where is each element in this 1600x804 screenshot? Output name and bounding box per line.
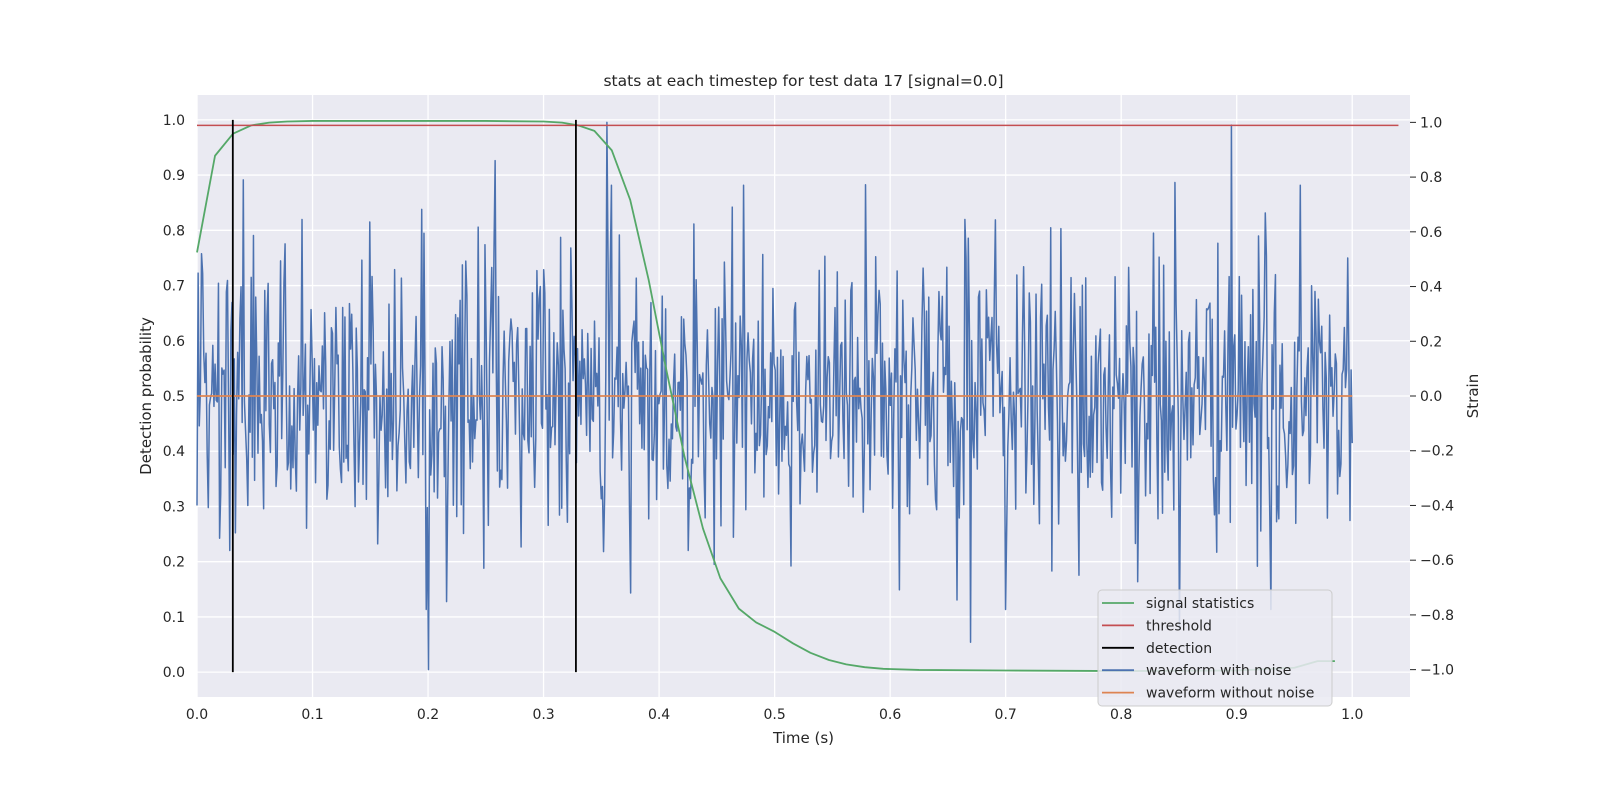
x-tick-label: 0.5 [763,707,785,723]
legend-label: detection [1146,641,1212,657]
legend-box [1097,589,1333,707]
x-tick-label: 0.4 [648,707,670,723]
y-right-tick-label: −0.4 [1420,498,1454,514]
x-tick-label: 0.7 [995,707,1017,723]
series-group [196,119,1399,673]
legend-label: waveform without noise [1146,686,1314,702]
y-left-tick-label: 0.8 [163,223,185,239]
legend: signal statistics threshold detection wavef… [1097,589,1333,707]
y-right-tick-label: 0.8 [1420,170,1442,186]
y-right-tick-label: 0.6 [1420,225,1442,241]
x-tick-label: 0.2 [417,707,439,723]
y-right-tick-label: −0.2 [1420,444,1454,460]
y-right-tick-label: 0.0 [1420,389,1442,405]
axes: 0.0 0.1 0.2 0.3 0.4 0.5 0.6 0.7 0.8 0.9 1.0 0.0 0.1 0… [163,113,1454,723]
y-left-tick-label: 0.2 [163,555,185,571]
series-signal-statistics [196,120,1335,672]
x-tick-label: 0.6 [879,707,901,723]
y-right-tick-label: 0.4 [1420,280,1442,296]
legend-label: waveform with noise [1146,663,1291,679]
y-right-tick-label: −0.8 [1420,608,1454,624]
x-tick-label: 0.3 [532,707,554,723]
y-left-tick-label: 0.1 [163,610,185,626]
chart-title: stats at each timestep for test data 17 … [603,72,1003,90]
y-left-tick-label: 0.4 [163,444,185,460]
y-right-tick-label: 1.0 [1420,115,1442,131]
y-left-tick-label: 0.3 [163,499,185,515]
y-axis-left-label: Detection probability [137,317,155,475]
y-left-tick-label: 0.7 [163,279,185,295]
x-axis-label: Time (s) [772,729,834,747]
y-left-tick-label: 0.0 [163,665,185,681]
y-right-tick-label: −1.0 [1420,663,1454,679]
y-axis-right-label: Strain [1464,374,1482,418]
y-right-tick-label: −0.6 [1420,553,1454,569]
y-left-tick-label: 0.9 [163,168,185,184]
x-tick-label: 0.1 [301,707,323,723]
series-waveform-with-noise [196,121,1353,671]
legend-label: threshold [1146,618,1212,634]
x-tick-label: 0.8 [1110,707,1132,723]
x-tick-label: 0.9 [1226,707,1248,723]
y-right-tick-label: 0.2 [1420,334,1442,350]
x-tick-label: 1.0 [1341,707,1363,723]
x-tick-label: 0.0 [186,707,208,723]
y-left-tick-label: 1.0 [163,113,185,129]
y-left-tick-label: 0.5 [163,389,185,405]
legend-label: signal statistics [1146,596,1254,612]
y-left-tick-label: 0.6 [163,334,185,350]
